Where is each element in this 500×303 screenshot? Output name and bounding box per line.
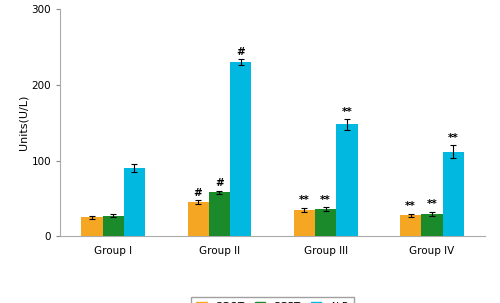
Text: **: ** <box>426 199 437 209</box>
Text: #: # <box>215 178 224 188</box>
Bar <box>124 168 145 236</box>
Bar <box>230 62 252 236</box>
Text: **: ** <box>320 195 331 205</box>
Text: **: ** <box>448 133 458 143</box>
Bar <box>102 216 124 236</box>
Bar <box>442 152 464 236</box>
Legend: SGOT, SGPT, ALP: SGOT, SGPT, ALP <box>191 297 354 303</box>
Bar <box>188 202 209 236</box>
Text: **: ** <box>405 201 416 211</box>
Text: **: ** <box>299 195 310 205</box>
Y-axis label: Units(U/L): Units(U/L) <box>18 95 28 150</box>
Bar <box>81 218 102 236</box>
Bar <box>421 214 442 236</box>
Bar <box>336 124 357 236</box>
Text: #: # <box>194 188 202 198</box>
Text: **: ** <box>342 107 352 117</box>
Bar <box>209 192 230 236</box>
Bar <box>400 215 421 236</box>
Bar <box>315 209 336 236</box>
Text: #: # <box>236 47 245 57</box>
Bar <box>294 210 315 236</box>
